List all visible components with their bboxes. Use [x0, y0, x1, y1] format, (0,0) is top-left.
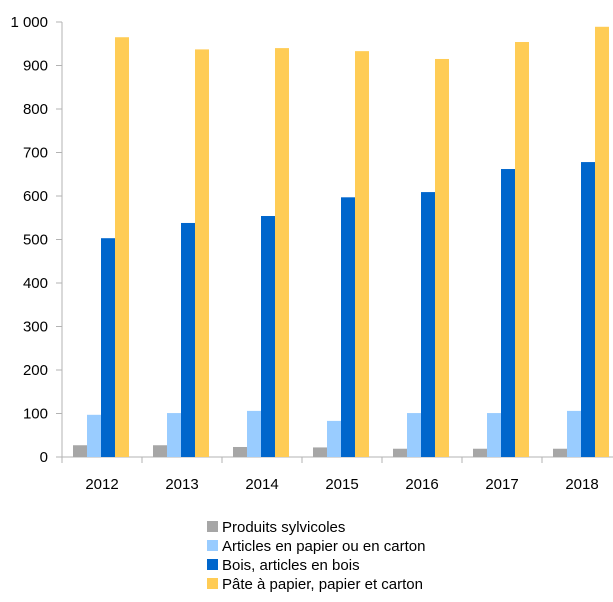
y-tick-label: 700 — [23, 145, 48, 162]
bar — [181, 222, 195, 457]
axes — [56, 21, 613, 463]
legend-label: Pâte à papier, papier et carton — [222, 576, 423, 593]
legend-swatch — [207, 540, 218, 551]
bar — [567, 410, 581, 457]
x-tick-label: 2013 — [165, 476, 198, 493]
y-tick-label: 400 — [23, 275, 48, 292]
bar — [341, 197, 355, 457]
y-tick-label: 500 — [23, 232, 48, 249]
x-tick-label: 2015 — [325, 476, 358, 493]
bar — [355, 51, 369, 458]
bar — [421, 192, 435, 457]
bar — [393, 448, 407, 457]
bar — [87, 414, 101, 457]
legend-label: Articles en papier ou en carton — [222, 538, 425, 555]
bar — [313, 447, 327, 457]
y-tick-labels: 0 100 200 300 400 500 600 700 800 900 1 000 — [10, 14, 48, 466]
legend-label: Bois, articles en bois — [222, 557, 360, 574]
legend-swatch — [207, 578, 218, 589]
bar — [501, 169, 515, 457]
bar — [101, 238, 115, 457]
x-tick-label: 2016 — [405, 476, 438, 493]
bar — [581, 162, 595, 457]
y-tick-label: 100 — [23, 406, 48, 423]
bar — [167, 413, 181, 457]
bar — [153, 445, 167, 457]
bar — [275, 48, 289, 457]
bar — [487, 413, 501, 457]
y-tick-label: 1 000 — [10, 14, 48, 31]
x-tick-label: 2012 — [85, 476, 118, 493]
y-tick-label: 600 — [23, 188, 48, 205]
legend: Produits sylvicoles Articles en papier ou… — [207, 519, 425, 593]
bar — [407, 413, 421, 457]
legend-swatch — [207, 521, 218, 532]
y-tick-label: 200 — [23, 362, 48, 379]
bars — [73, 26, 609, 458]
x-tick-label: 2014 — [245, 476, 278, 493]
x-tick-label: 2018 — [565, 476, 598, 493]
bar — [195, 49, 209, 457]
bar — [435, 58, 449, 457]
bar — [247, 410, 261, 457]
bar — [515, 42, 529, 457]
bar — [473, 448, 487, 457]
y-tick-label: 0 — [40, 449, 48, 466]
legend-swatch — [207, 559, 218, 570]
y-tick-label: 300 — [23, 319, 48, 336]
bar — [595, 26, 609, 457]
bar — [73, 445, 87, 457]
bar — [233, 446, 247, 457]
x-tick-labels: 2012 2013 2014 2015 2016 2017 2018 — [85, 476, 598, 493]
bar — [553, 448, 567, 457]
legend-label: Produits sylvicoles — [222, 519, 345, 536]
y-tick-label: 800 — [23, 101, 48, 118]
bar — [261, 216, 275, 457]
bar — [115, 37, 129, 457]
y-tick-label: 900 — [23, 58, 48, 75]
x-tick-label: 2017 — [485, 476, 518, 493]
bar — [327, 420, 341, 457]
